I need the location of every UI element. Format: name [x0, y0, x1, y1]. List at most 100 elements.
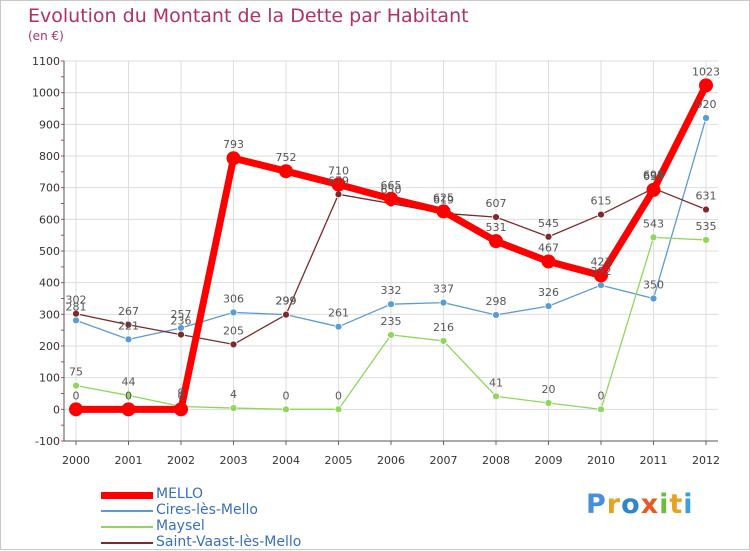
data-point — [72, 381, 80, 390]
data-label: 44 — [122, 375, 136, 388]
data-point — [649, 233, 658, 242]
grid-layer — [64, 60, 718, 442]
data-label: 350 — [643, 279, 664, 292]
data-label: 665 — [381, 179, 402, 192]
data-label: 423 — [591, 255, 612, 268]
data-point — [124, 335, 133, 344]
data-label: 205 — [223, 324, 244, 337]
data-label: 625 — [433, 191, 454, 204]
logo-letter: x — [640, 489, 660, 520]
y-tick-label: 400 — [39, 277, 60, 290]
x-tick-label: 2002 — [167, 454, 195, 467]
logo-letter: o — [621, 489, 641, 520]
y-tick-label: 300 — [39, 308, 60, 321]
data-point — [229, 308, 238, 317]
data-label: 0 — [125, 389, 132, 402]
legend-label: Maysel — [156, 518, 205, 534]
x-tick-label: 2007 — [430, 454, 458, 467]
data-point — [334, 190, 343, 199]
data-label: 75 — [69, 366, 83, 379]
data-point — [597, 281, 605, 290]
chart-subtitle: (en €) — [28, 29, 64, 43]
data-label: 235 — [381, 315, 402, 328]
data-point — [702, 236, 710, 244]
data-point — [387, 331, 395, 339]
legend-item: Cires-lès-Mello — [101, 502, 401, 519]
x-tick-label: 2000 — [62, 454, 90, 467]
data-label-layer: 0 0 0 793 752 710 665 625 531 467 423 693 1023 281 221… — [66, 65, 721, 402]
data-label: 535 — [696, 220, 717, 233]
data-label: 299 — [276, 295, 297, 308]
data-label: 793 — [223, 138, 244, 151]
logo-letter: P — [586, 489, 607, 520]
x-tick-label: 2005 — [325, 454, 353, 467]
chart-title: Evolution du Montant de la Dette par Hab… — [28, 5, 469, 27]
data-label: 920 — [696, 98, 717, 111]
data-label: 650 — [381, 184, 402, 197]
data-point — [544, 232, 553, 241]
data-point — [439, 298, 448, 307]
data-label: 20 — [542, 383, 556, 396]
data-label: 531 — [486, 221, 507, 234]
data-label: 619 — [433, 193, 454, 206]
data-label: 0 — [178, 389, 185, 402]
data-point — [699, 78, 713, 93]
data-point — [121, 402, 136, 417]
data-label: 41 — [489, 376, 503, 389]
data-point — [597, 210, 605, 219]
logo-letter: i — [683, 489, 694, 520]
data-point — [492, 311, 500, 319]
data-label: 0 — [283, 389, 290, 402]
data-label: 467 — [538, 241, 559, 254]
proxiti-logo: Proxiti — [586, 489, 694, 520]
data-label: 607 — [486, 197, 507, 210]
data-label: 267 — [118, 305, 139, 318]
data-label: 710 — [328, 165, 349, 178]
logo-letter: t — [669, 489, 684, 520]
data-point — [72, 316, 80, 325]
legend-label: Cires-lès-Mello — [156, 502, 258, 518]
data-point — [436, 204, 451, 219]
legend-item: Saint-Vaast-lès-Mello — [101, 534, 401, 551]
data-label: 326 — [538, 286, 559, 299]
legend-swatch — [101, 491, 153, 499]
data-point — [489, 234, 503, 249]
data-point — [229, 404, 238, 412]
data-label: 4 — [230, 388, 237, 401]
data-point — [492, 213, 500, 222]
axis-layer: -100010020030040050060070080090010001100… — [32, 55, 720, 467]
data-label: 615 — [591, 195, 612, 208]
legend-swatch — [101, 542, 153, 544]
y-tick-label: 0 — [53, 403, 60, 416]
data-point — [279, 164, 293, 179]
data-point — [124, 391, 133, 400]
data-point — [597, 405, 605, 414]
x-tick-label: 2003 — [220, 454, 248, 467]
data-point — [334, 322, 343, 331]
data-point — [174, 402, 188, 417]
data-label: 752 — [276, 151, 297, 164]
data-label: 392 — [591, 265, 612, 278]
data-point — [331, 177, 346, 192]
data-label: 332 — [381, 284, 402, 297]
data-point — [282, 310, 290, 319]
x-tick-label: 2004 — [272, 454, 300, 467]
data-point — [72, 309, 80, 318]
data-label: 302 — [66, 294, 87, 307]
legend-swatch — [101, 526, 153, 528]
data-label: 9 — [178, 386, 185, 399]
data-label: 543 — [643, 217, 664, 230]
data-label: 281 — [66, 300, 87, 313]
data-point — [492, 392, 500, 401]
data-label: 679 — [328, 174, 349, 187]
data-label: 337 — [433, 283, 454, 296]
data-point — [646, 182, 661, 197]
data-label: 0 — [598, 389, 605, 402]
x-tick-label: 2006 — [377, 454, 405, 467]
x-tick-label: 2009 — [535, 454, 563, 467]
data-point — [229, 340, 238, 349]
x-tick-label: 2001 — [115, 454, 143, 467]
data-label: 1023 — [692, 65, 720, 78]
data-point — [387, 300, 395, 309]
data-point — [384, 191, 398, 206]
